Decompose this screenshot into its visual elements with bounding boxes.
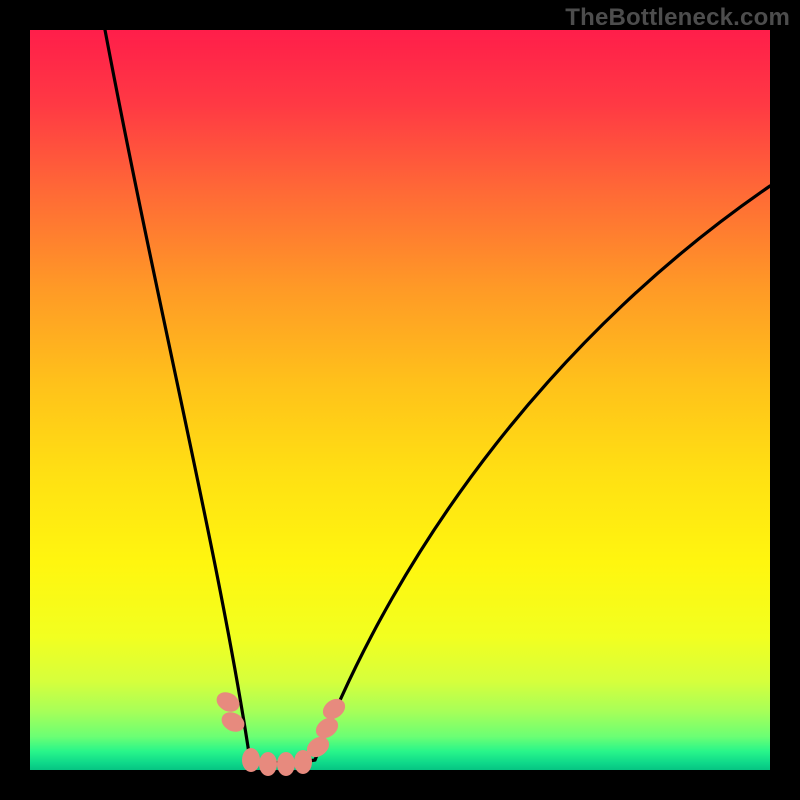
watermark-text: TheBottleneck.com (565, 4, 790, 32)
curve-marker (277, 752, 295, 776)
gradient-panel (30, 30, 770, 770)
curve-marker (259, 752, 277, 776)
curve-marker (242, 748, 260, 772)
bottleneck-chart (0, 0, 800, 800)
chart-stage: TheBottleneck.com (0, 0, 800, 800)
